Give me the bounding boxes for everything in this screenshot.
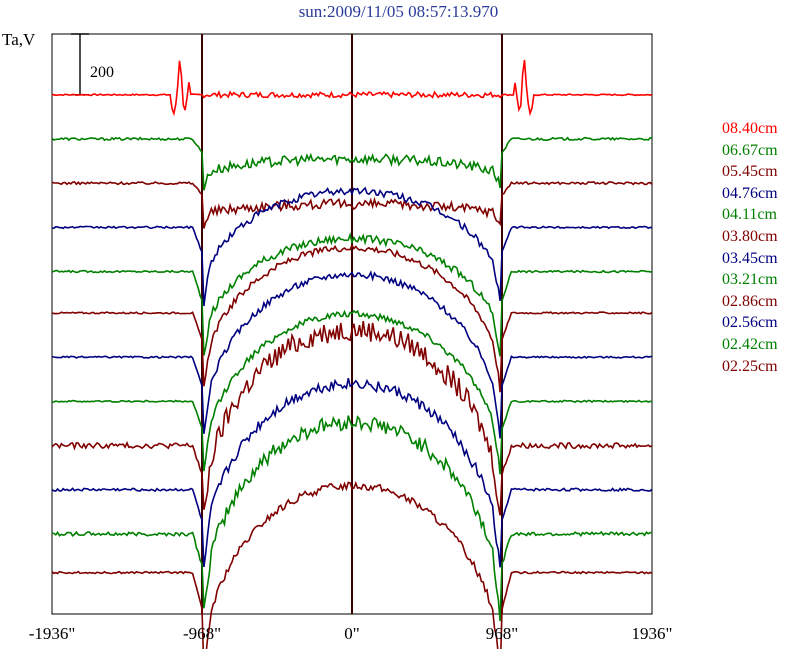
x-tick-label: 0" xyxy=(344,624,360,643)
series-line-03.80cm xyxy=(51,243,653,393)
chart-title: sun:2009/11/05 08:57:13.970 xyxy=(298,2,499,21)
series-line-02.56cm xyxy=(51,378,653,568)
legend-entry: 03.45cm xyxy=(722,249,778,267)
legend-entry: 02.42cm xyxy=(722,335,778,353)
series-line-03.21cm xyxy=(51,309,653,475)
series-line-05.45cm xyxy=(51,180,653,229)
legend-entry: 05.45cm xyxy=(722,163,778,181)
legend: 08.40cm 06.67cm 05.45cm 04.76cm 04.11cm 03.80… xyxy=(722,118,778,377)
series-line-02.86cm xyxy=(51,320,653,516)
series-line-03.45cm xyxy=(51,270,653,439)
x-tick-label: 968" xyxy=(485,624,519,643)
legend-entry: 04.76cm xyxy=(722,184,778,202)
legend-entry: 04.11cm xyxy=(722,206,777,224)
series-line-02.25cm xyxy=(51,480,653,649)
series-line-02.42cm xyxy=(51,415,653,622)
series-line-06.67cm xyxy=(51,136,653,191)
series-line-08.40cm xyxy=(51,59,653,117)
y-axis-label: Ta,V xyxy=(2,30,36,49)
legend-entry: 03.21cm xyxy=(722,271,778,289)
legend-entry: 02.56cm xyxy=(722,314,778,332)
series-line-04.11cm xyxy=(51,232,653,357)
x-tick-label: -968" xyxy=(182,624,222,643)
x-tick-label: -1936" xyxy=(28,624,76,643)
legend-entry: 03.80cm xyxy=(722,227,778,245)
series-line-04.76cm xyxy=(51,186,653,307)
x-tick-label: 1936" xyxy=(631,624,673,643)
legend-entry: 02.86cm xyxy=(722,292,778,310)
scale-bar-label: 200 xyxy=(90,64,114,81)
legend-entry: 08.40cm xyxy=(722,120,778,137)
legend-entry: 06.67cm xyxy=(722,141,778,159)
legend-entry: 02.25cm xyxy=(722,357,778,375)
